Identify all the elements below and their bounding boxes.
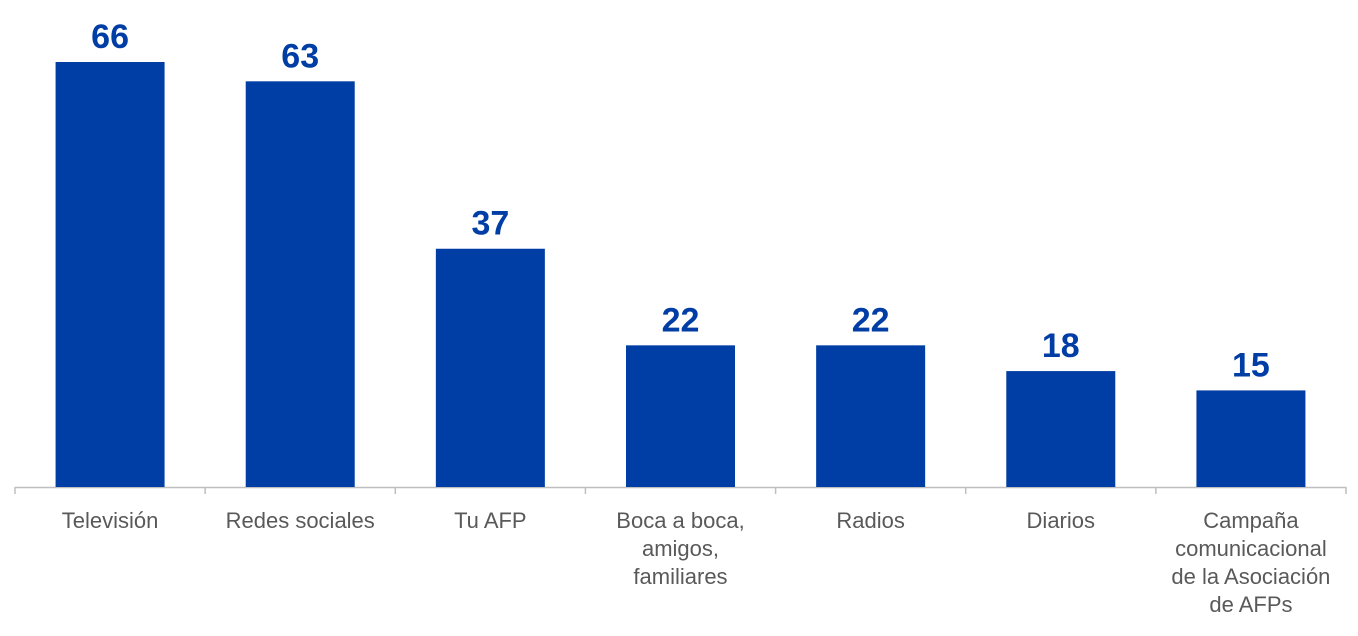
bar-value-label: 22 [662,301,700,339]
category-label: Televisión [61,508,159,533]
bar [55,62,165,487]
category-label: Campaña comunicacional de la Asociación … [1171,508,1331,617]
bar-value-label: 63 [281,37,319,75]
bar-value-label: 37 [471,205,509,243]
bar-value-label: 22 [852,301,890,339]
category-label: Redes sociales [225,508,375,533]
category-label: Tu AFP [454,508,527,533]
bar [1196,390,1306,487]
category-label: Diarios [1026,508,1096,533]
bar [626,345,735,487]
category-label: Radios [836,508,905,533]
bar [816,345,926,487]
bar [1006,371,1116,487]
bar-value-label: 15 [1232,346,1270,384]
bar [435,248,545,487]
bar-value-label: 18 [1042,327,1080,365]
category-label: Boca a boca, amigos, familiares [616,508,745,589]
bar-value-label: 66 [91,18,129,56]
bar [245,81,355,488]
